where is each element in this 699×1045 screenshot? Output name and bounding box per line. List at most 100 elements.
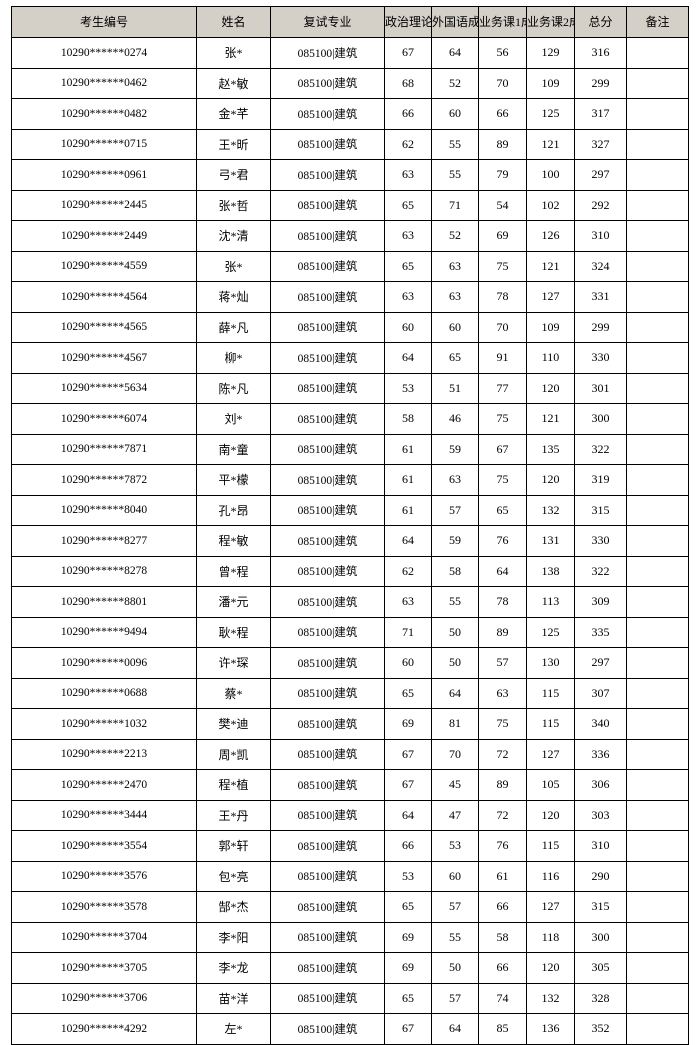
cell-subject-1-score: 89: [478, 616, 527, 648]
cell-subject-1-score: 66: [478, 891, 527, 923]
cell-foreign-lang-score: 63: [431, 281, 479, 313]
cell-major: 085100|建筑: [270, 1013, 385, 1045]
column-header-politics: 政治理论成绩: [384, 6, 432, 38]
cell-major: 085100|建筑: [270, 982, 385, 1014]
cell-foreign-lang-score: 64: [431, 37, 479, 69]
cell-subject-2-score: 100: [526, 159, 575, 191]
cell-total-score: 340: [574, 708, 627, 740]
cell-foreign-lang-score: 50: [431, 616, 479, 648]
cell-total-score: 324: [574, 250, 627, 282]
cell-total-score: 319: [574, 464, 627, 496]
cell-subject-2-score: 120: [526, 952, 575, 984]
cell-foreign-lang-score: 55: [431, 159, 479, 191]
column-header-foreign-lang: 外国语成绩: [431, 6, 479, 38]
cell-subject-1-score: 79: [478, 159, 527, 191]
cell-remark: [626, 738, 689, 770]
cell-remark: [626, 159, 689, 191]
table-row: 10290******3444 王*丹 085100|建筑 64 47 72 120 303: [11, 799, 689, 831]
cell-foreign-lang-score: 52: [431, 220, 479, 252]
cell-remark: [626, 982, 689, 1014]
cell-major: 085100|建筑: [270, 708, 385, 740]
cell-candidate-name: 王*昕: [196, 128, 271, 160]
table-row: 10290******7872 平*檬 085100|建筑 61 63 75 120 319: [11, 464, 689, 496]
cell-subject-2-score: 102: [526, 189, 575, 221]
cell-foreign-lang-score: 50: [431, 647, 479, 679]
cell-foreign-lang-score: 55: [431, 921, 479, 953]
table-row: 10290******3706 苗*洋 085100|建筑 65 57 74 132 328: [11, 982, 689, 1014]
cell-candidate-id: 10290******2445: [11, 189, 197, 221]
cell-politics-score: 58: [384, 403, 432, 435]
cell-major: 085100|建筑: [270, 769, 385, 801]
cell-candidate-name: 李*龙: [196, 952, 271, 984]
cell-candidate-name: 蒋*灿: [196, 281, 271, 313]
column-header-remark: 备注: [626, 6, 689, 38]
cell-candidate-id: 10290******6074: [11, 403, 197, 435]
table-row: 10290******0274 张* 085100|建筑 67 64 56 129 316: [11, 37, 689, 69]
cell-total-score: 330: [574, 342, 627, 374]
cell-subject-1-score: 75: [478, 403, 527, 435]
column-header-subject-2: 业务课2成绩: [526, 6, 575, 38]
cell-remark: [626, 372, 689, 404]
cell-candidate-name: 樊*迪: [196, 708, 271, 740]
cell-major: 085100|建筑: [270, 159, 385, 191]
cell-subject-1-score: 72: [478, 799, 527, 831]
cell-subject-1-score: 89: [478, 769, 527, 801]
table-row: 10290******2445 张*哲 085100|建筑 65 71 54 102 292: [11, 189, 689, 221]
cell-total-score: 309: [574, 586, 627, 618]
cell-major: 085100|建筑: [270, 891, 385, 923]
table-row: 10290******0961 弓*君 085100|建筑 63 55 79 100 297: [11, 159, 689, 191]
cell-candidate-name: 刘*: [196, 403, 271, 435]
cell-candidate-name: 许*琛: [196, 647, 271, 679]
cell-candidate-name: 王*丹: [196, 799, 271, 831]
table-row: 10290******3576 包*亮 085100|建筑 53 60 61 116 290: [11, 860, 689, 892]
cell-candidate-name: 潘*元: [196, 586, 271, 618]
cell-major: 085100|建筑: [270, 281, 385, 313]
cell-total-score: 330: [574, 525, 627, 557]
cell-major: 085100|建筑: [270, 921, 385, 953]
cell-total-score: 300: [574, 403, 627, 435]
cell-subject-2-score: 120: [526, 464, 575, 496]
cell-subject-2-score: 115: [526, 830, 575, 862]
cell-subject-2-score: 127: [526, 281, 575, 313]
table-row: 10290******0096 许*琛 085100|建筑 60 50 57 130 297: [11, 647, 689, 679]
cell-candidate-name: 李*阳: [196, 921, 271, 953]
cell-major: 085100|建筑: [270, 67, 385, 99]
cell-remark: [626, 708, 689, 740]
cell-candidate-name: 周*凯: [196, 738, 271, 770]
cell-foreign-lang-score: 45: [431, 769, 479, 801]
cell-total-score: 306: [574, 769, 627, 801]
cell-major: 085100|建筑: [270, 250, 385, 282]
cell-foreign-lang-score: 64: [431, 677, 479, 709]
cell-total-score: 301: [574, 372, 627, 404]
cell-total-score: 297: [574, 647, 627, 679]
cell-foreign-lang-score: 59: [431, 433, 479, 465]
cell-candidate-id: 10290******4292: [11, 1013, 197, 1045]
cell-candidate-name: 张*: [196, 250, 271, 282]
cell-remark: [626, 189, 689, 221]
cell-major: 085100|建筑: [270, 464, 385, 496]
cell-major: 085100|建筑: [270, 494, 385, 526]
cell-subject-2-score: 118: [526, 921, 575, 953]
cell-candidate-name: 曾*程: [196, 555, 271, 587]
cell-subject-1-score: 76: [478, 830, 527, 862]
cell-major: 085100|建筑: [270, 738, 385, 770]
cell-politics-score: 69: [384, 708, 432, 740]
table-row: 10290******9494 耿*程 085100|建筑 71 50 89 125 335: [11, 616, 689, 648]
cell-subject-1-score: 72: [478, 738, 527, 770]
cell-politics-score: 65: [384, 891, 432, 923]
cell-politics-score: 63: [384, 220, 432, 252]
cell-subject-2-score: 132: [526, 982, 575, 1014]
cell-subject-1-score: 64: [478, 555, 527, 587]
cell-candidate-id: 10290******4565: [11, 311, 197, 343]
cell-foreign-lang-score: 47: [431, 799, 479, 831]
cell-subject-2-score: 135: [526, 433, 575, 465]
cell-candidate-id: 10290******2470: [11, 769, 197, 801]
table-row: 10290******2470 程*植 085100|建筑 67 45 89 105 306: [11, 769, 689, 801]
cell-total-score: 315: [574, 494, 627, 526]
cell-politics-score: 65: [384, 982, 432, 1014]
cell-subject-1-score: 75: [478, 250, 527, 282]
cell-subject-2-score: 121: [526, 128, 575, 160]
cell-candidate-id: 10290******7871: [11, 433, 197, 465]
cell-subject-1-score: 76: [478, 525, 527, 557]
cell-subject-1-score: 75: [478, 708, 527, 740]
